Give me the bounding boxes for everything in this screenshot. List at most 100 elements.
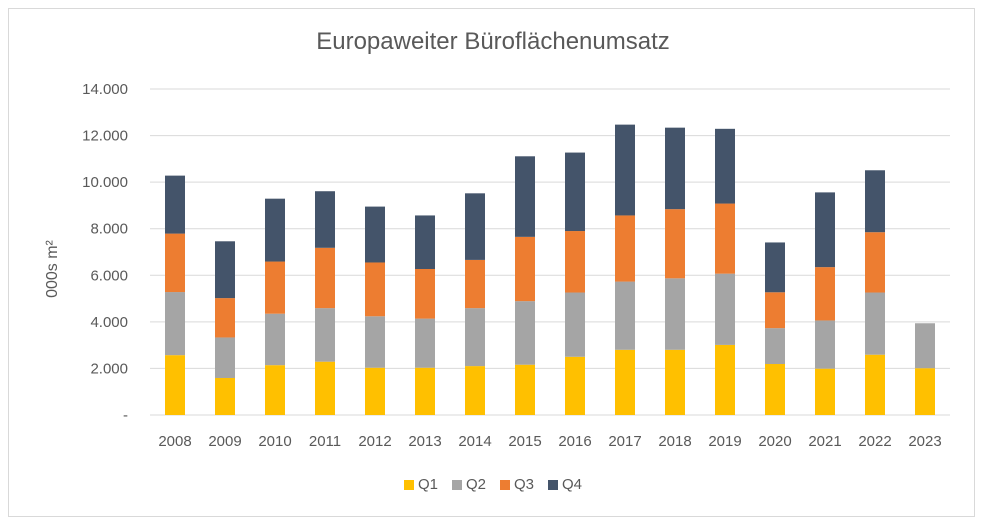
bar-q3-2015 <box>515 236 535 302</box>
bar-q2-2012 <box>365 316 385 368</box>
bar-q3-2012 <box>365 262 385 317</box>
x-tick-label: 2023 <box>908 433 941 450</box>
legend-item-q3: Q3 <box>500 476 534 493</box>
bar-q1-2019 <box>715 344 735 415</box>
y-tick-label: 14.000 <box>82 81 128 98</box>
chart-title: Europaweiter Büroflächenumsatz <box>316 28 670 55</box>
bar-q3-2019 <box>715 203 735 274</box>
bar-q1-2008 <box>165 355 185 415</box>
legend-label: Q2 <box>465 476 486 493</box>
x-tick-label: 2008 <box>158 433 191 450</box>
bar-q4-2020 <box>765 242 785 293</box>
y-tick-label: 12.000 <box>82 128 128 145</box>
bar-q2-2017 <box>615 281 635 350</box>
x-tick-label: 2015 <box>508 433 541 450</box>
x-tick-label: 2018 <box>658 433 691 450</box>
bar-q1-2018 <box>665 349 685 415</box>
x-tick-label: 2022 <box>858 433 891 450</box>
bar-q2-2019 <box>715 273 735 345</box>
bar-q2-2010 <box>265 313 285 366</box>
bar-q1-2015 <box>515 364 535 415</box>
legend-item-q4: Q4 <box>548 476 582 493</box>
bar-q3-2010 <box>265 261 285 314</box>
bar-q4-2013 <box>415 215 435 269</box>
bar-q4-2019 <box>715 128 735 204</box>
x-tick-label: 2010 <box>258 433 291 450</box>
legend-item-q2: Q2 <box>451 476 486 493</box>
bar-q4-2017 <box>615 124 635 216</box>
bar-q4-2012 <box>365 206 385 263</box>
bar-q3-2014 <box>465 259 485 309</box>
bar-q4-2016 <box>565 152 585 232</box>
legend-swatch <box>548 479 559 490</box>
y-tick-label: 6.000 <box>90 267 128 284</box>
legend-swatch <box>451 479 462 490</box>
bar-q4-2018 <box>665 127 685 210</box>
y-tick-label: 10.000 <box>82 174 128 191</box>
bar-q4-2014 <box>465 193 485 260</box>
bar-q2-2013 <box>415 318 435 368</box>
y-tick-label: 2.000 <box>90 360 128 377</box>
bar-q3-2020 <box>765 292 785 329</box>
bar-q4-2009 <box>215 241 235 299</box>
x-tick-label: 2020 <box>758 433 791 450</box>
bar-q3-2013 <box>415 268 435 319</box>
x-tick-label: 2012 <box>358 433 391 450</box>
bar-q1-2021 <box>815 368 835 415</box>
bar-q2-2011 <box>315 308 335 362</box>
bar-q1-2010 <box>265 365 285 415</box>
bar-q1-2011 <box>315 361 335 415</box>
bar-q2-2009 <box>215 337 235 378</box>
y-tick-label: - <box>123 407 128 424</box>
bar-q4-2022 <box>865 170 885 233</box>
bar-q1-2017 <box>615 349 635 415</box>
bar-q2-2020 <box>765 328 785 365</box>
x-tick-label: 2017 <box>608 433 641 450</box>
bar-q4-2010 <box>265 198 285 262</box>
x-tick-label: 2009 <box>208 433 241 450</box>
bar-q1-2014 <box>465 366 485 415</box>
bar-q3-2021 <box>815 267 835 321</box>
legend-label: Q3 <box>514 476 535 493</box>
bar-q1-2020 <box>765 364 785 415</box>
bar-q2-2022 <box>865 292 885 355</box>
legend-swatch <box>500 479 510 490</box>
bar-q3-2009 <box>215 298 235 338</box>
legend: Q1 Q2 Q3 Q4 <box>0 476 986 493</box>
bar-q1-2013 <box>415 367 435 415</box>
y-tick-label: 4.000 <box>90 314 128 331</box>
bar-q1-2012 <box>365 367 385 415</box>
x-tick-label: 2021 <box>808 433 841 450</box>
bar-q4-2021 <box>815 192 835 268</box>
bar-q4-2008 <box>165 175 185 234</box>
legend-label: Q4 <box>562 476 583 493</box>
bar-q1-2016 <box>565 356 585 415</box>
bar-q3-2016 <box>565 231 585 293</box>
bar-q4-2015 <box>515 156 535 237</box>
bar-q2-2015 <box>515 301 535 365</box>
bar-q1-2023 <box>915 368 935 415</box>
x-tick-label: 2019 <box>708 433 741 450</box>
bar-q2-2016 <box>565 292 585 357</box>
bar-q3-2018 <box>665 209 685 279</box>
bar-q2-2018 <box>665 278 685 350</box>
bar-q2-2014 <box>465 308 485 367</box>
legend-label: Q1 <box>417 476 438 493</box>
bar-q3-2011 <box>315 247 335 309</box>
bar-q4-2011 <box>315 191 335 248</box>
bar-q3-2008 <box>165 233 185 293</box>
x-tick-label: 2014 <box>458 433 491 450</box>
bar-q3-2017 <box>615 215 635 282</box>
bar-q2-2021 <box>815 320 835 369</box>
bar-q2-2008 <box>165 292 185 356</box>
bar-q1-2022 <box>865 354 885 415</box>
bar-q1-2009 <box>215 377 235 415</box>
bar-q2-2023 <box>915 323 935 369</box>
legend-item-q1: Q1 <box>403 476 438 493</box>
legend-swatch <box>403 479 414 490</box>
chart-frame <box>8 8 975 517</box>
x-tick-label: 2011 <box>309 433 341 450</box>
bar-q3-2022 <box>865 232 885 293</box>
x-tick-label: 2013 <box>408 433 441 450</box>
